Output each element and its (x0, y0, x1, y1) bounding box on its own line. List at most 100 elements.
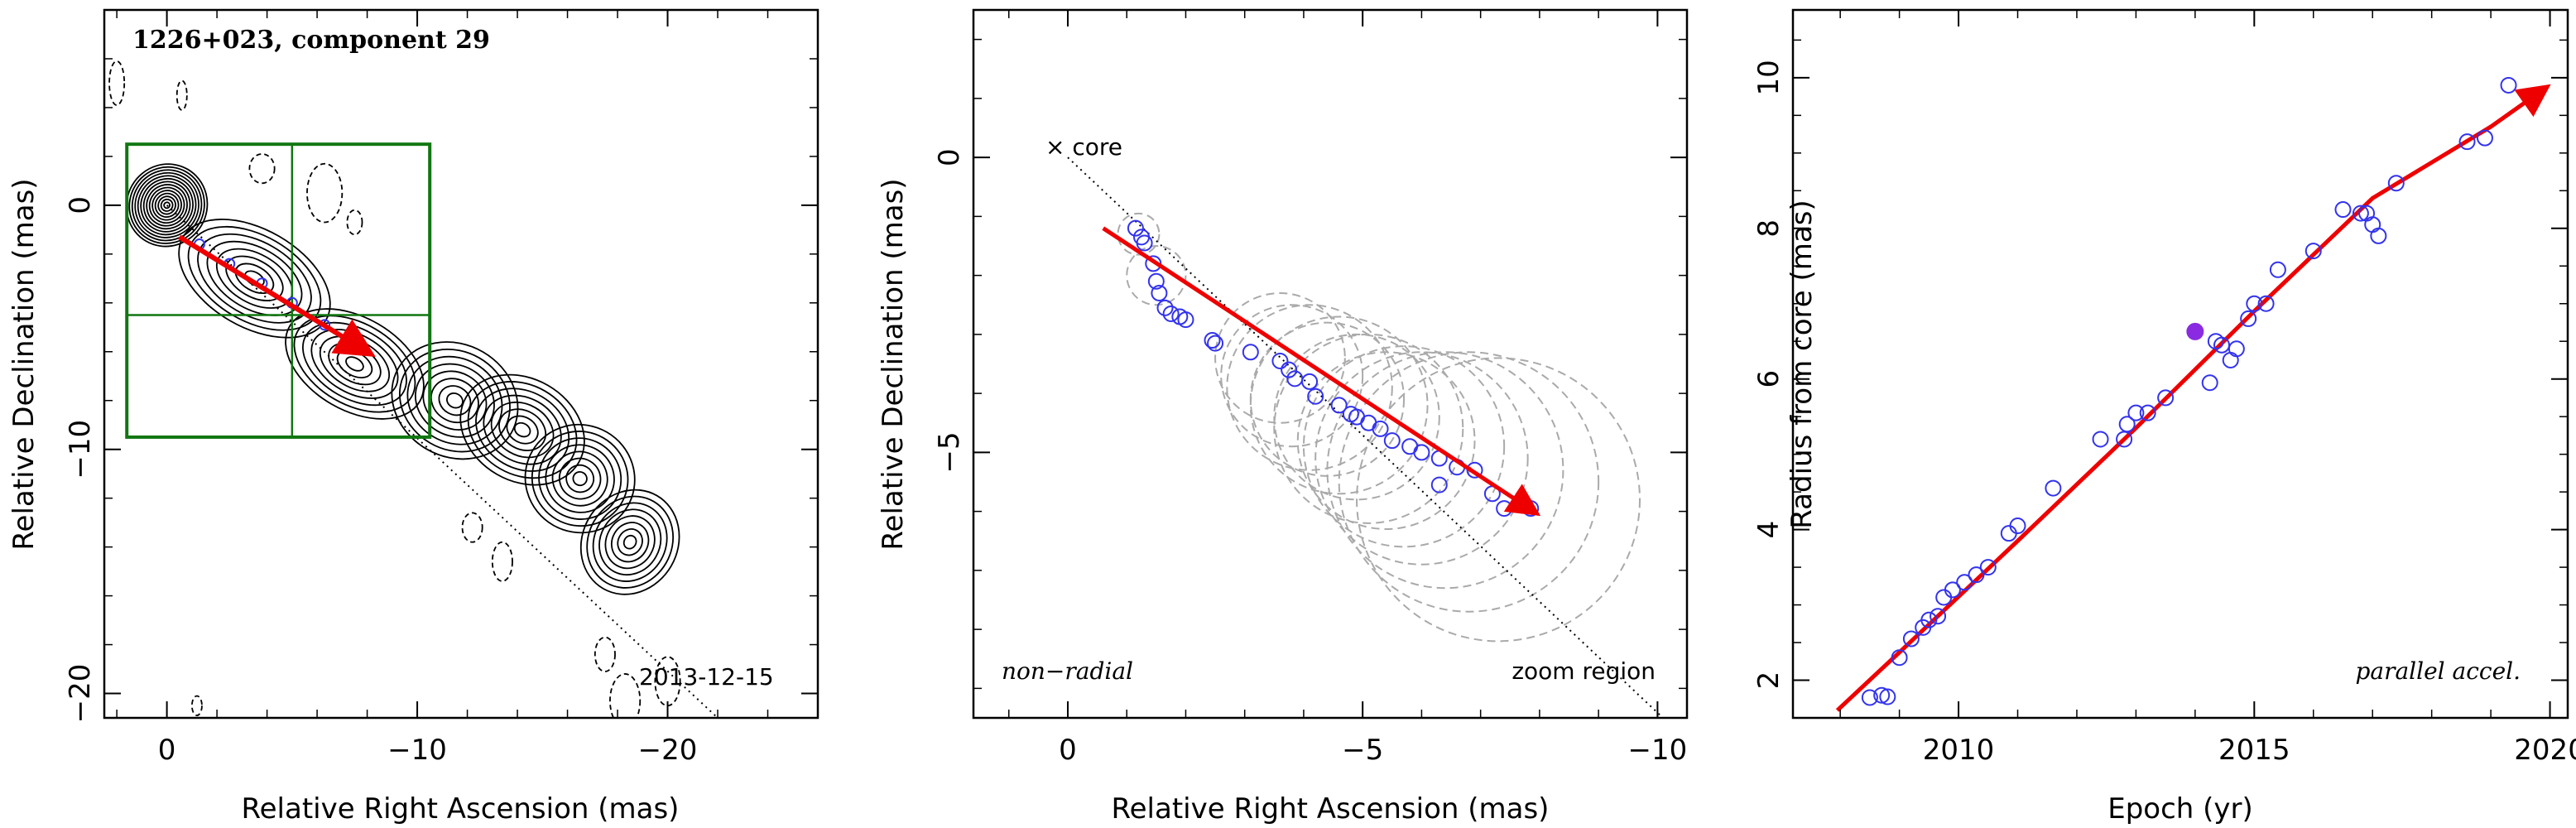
contour-line (586, 495, 675, 589)
contour-line (151, 190, 182, 221)
source-title: 1226+023, component 29 (132, 26, 490, 55)
x-tick-label: −10 (1627, 734, 1687, 767)
x-tick-label: 2010 (1923, 734, 1995, 767)
position-marker (1413, 444, 1430, 461)
radius-marker (2240, 310, 2257, 327)
negative-contour (346, 209, 363, 236)
non-radial-label: non−radial (1002, 657, 1133, 685)
panel3-ticks: 2010 2015 2020 2 4 6 8 10 (1752, 10, 2576, 767)
radius-marker (2387, 175, 2405, 192)
x-tick-label: 0 (158, 734, 176, 767)
contour-line (604, 515, 656, 570)
beam-ellipse (1338, 351, 1600, 613)
contour-line (187, 225, 322, 331)
beam-ellipse (1226, 304, 1393, 471)
contour-line (414, 363, 495, 438)
zoom-region-box (125, 142, 432, 439)
negative-contour (491, 541, 513, 582)
position-marker (1162, 305, 1180, 322)
contour-line (506, 415, 539, 445)
radius-marker (2476, 129, 2493, 147)
contour-line (157, 195, 176, 215)
core-label: × core (1045, 133, 1122, 161)
y-tick-label: 2 (1752, 672, 1785, 690)
beam-ellipse (1117, 212, 1161, 256)
radius-marker (2304, 243, 2322, 260)
contour-line (531, 431, 629, 527)
contour-line (422, 370, 488, 431)
radius-marker (2139, 404, 2156, 421)
position-marker (1281, 361, 1298, 378)
position-marker (1147, 272, 1165, 290)
trajectory-arrow (1102, 226, 1541, 517)
beam-ellipse (1220, 304, 1364, 448)
contour-line (225, 255, 284, 301)
contour-line (513, 421, 531, 438)
radius-marker (2246, 295, 2263, 312)
radial-direction-line (1067, 156, 1665, 718)
contour-line (142, 181, 191, 230)
negative-contour (609, 673, 642, 718)
radius-marker (2352, 205, 2369, 222)
contour-line (137, 175, 197, 236)
y-tick-label: −20 (64, 664, 97, 724)
radius-marker (1873, 686, 1891, 704)
contour-line (459, 373, 585, 486)
position-marker (1330, 397, 1348, 414)
y-tick-label: 4 (1752, 521, 1785, 539)
contour-line (134, 171, 199, 238)
negative-contour (190, 695, 203, 716)
radius-marker (2364, 216, 2381, 233)
negative-contour (461, 512, 483, 543)
panel2-frame (972, 8, 1689, 720)
panel3-frame (1791, 8, 2569, 720)
fit-curve (1835, 84, 2551, 712)
radius-marker (1944, 581, 1961, 599)
radius-marker (1920, 611, 1938, 628)
beam-ellipse (1249, 315, 1429, 495)
radius-marker (1935, 589, 1953, 606)
contour-line (572, 471, 588, 487)
contour-line (538, 437, 622, 520)
contour-line (490, 401, 555, 459)
contour-line (148, 186, 185, 224)
radius-marker (2257, 295, 2275, 312)
radius-marker (2009, 518, 2026, 535)
position-marker (1207, 335, 1224, 352)
y-tick-label: 6 (1752, 370, 1785, 388)
negative-contour (108, 60, 126, 106)
panel2-ticks: 0 −5 −10 0 −5 (933, 10, 1687, 767)
radius-marker (1879, 688, 1896, 705)
zoom-plot-area (1067, 156, 1665, 718)
x-tick-label: 2015 (2218, 734, 2290, 767)
contour-line (498, 408, 547, 451)
panel1-x-axis-label: Relative Right Ascension (mas) (242, 792, 680, 826)
position-marker (1430, 476, 1448, 493)
negative-contour (248, 153, 276, 185)
contour-line (345, 356, 364, 372)
contour-line (438, 385, 472, 416)
radius-marker (2157, 389, 2175, 407)
radius-marker (2458, 133, 2476, 151)
radius-marker (2118, 416, 2136, 433)
position-marker (1360, 414, 1377, 431)
position-marker (1307, 388, 1324, 405)
beam-ellipse (1302, 345, 1506, 548)
contour-line (140, 178, 194, 233)
contour-line (336, 349, 373, 379)
contour-line (545, 444, 615, 513)
y-tick-label: −10 (64, 420, 97, 479)
contour-line (285, 308, 425, 420)
contour-line (319, 335, 391, 392)
contour-line (163, 201, 171, 209)
contour-line (146, 184, 188, 227)
radius-marker (1930, 608, 1947, 625)
contour-line (406, 355, 503, 445)
panel2-y-axis-label: Relative Declination (mas) (877, 178, 910, 550)
panel2-x-axis-label: Relative Right Ascension (mas) (1112, 792, 1550, 826)
x-tick-label: 0 (1059, 734, 1077, 767)
y-tick-label: 0 (933, 148, 966, 166)
beam-ellipse (1296, 351, 1476, 530)
y-tick-label: 10 (1752, 60, 1785, 95)
